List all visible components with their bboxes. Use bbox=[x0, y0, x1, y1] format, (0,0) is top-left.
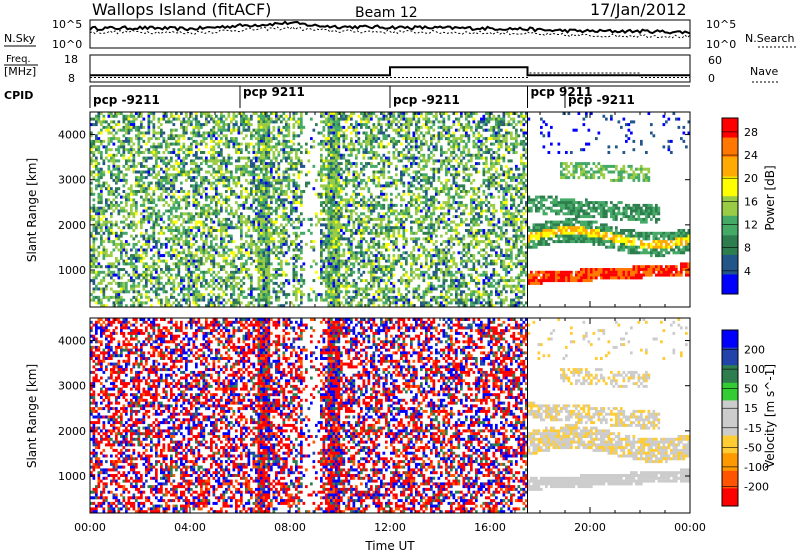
cpid-label: CPID bbox=[4, 89, 33, 102]
noise-right-tick-bottom: 10^0 bbox=[706, 38, 736, 51]
date-title: 17/Jan/2012 bbox=[590, 0, 687, 19]
xtick-label-6: 00:00 bbox=[674, 521, 706, 534]
colorbar-swatch-3-5 bbox=[722, 418, 738, 437]
nave-line bbox=[90, 72, 690, 78]
power-panel: 1000 2000 3000 4000 Slant Range [km] 4 8 12 16… bbox=[25, 111, 777, 308]
frequency-panel: 18 8 60 0 Freq. [MHz] Nave bbox=[4, 53, 778, 85]
freq-label: Freq. bbox=[6, 54, 31, 65]
colorbar-swatch-2-7 bbox=[722, 254, 738, 275]
power-ylabel: Slant Range [km] bbox=[25, 158, 39, 262]
xtick-label-1: 04:00 bbox=[174, 521, 206, 534]
velocity-ylabel: Slant Range [km] bbox=[25, 364, 39, 468]
colorbar-tick-2-2: 12 bbox=[744, 219, 758, 232]
colorbar-tick-2-0: 4 bbox=[744, 265, 751, 278]
power-colorbar-label: Power [dB] bbox=[763, 165, 777, 230]
ytick-label-3-2: 3000 bbox=[58, 380, 86, 393]
noise-right-tick-top: 10^5 bbox=[706, 18, 736, 31]
ytick-label-3-1: 2000 bbox=[58, 425, 86, 438]
velocity-colorbar-label: Velocity [m s^-1] bbox=[763, 364, 777, 468]
ytick-label-3-0: 1000 bbox=[58, 470, 86, 483]
cpid-segment-0: pcp -9211 bbox=[93, 93, 160, 107]
noise-left-tick-top: 10^5 bbox=[52, 18, 82, 31]
ytick-label-2-3: 4000 bbox=[58, 129, 86, 142]
time-axis-label: Time UT bbox=[364, 539, 415, 553]
colorbar-swatch-3-7 bbox=[722, 453, 738, 472]
colorbar-tick-3-1: 100 bbox=[744, 363, 765, 376]
colorbar-swatch-2-2 bbox=[722, 157, 738, 178]
colorbar-swatch-2-1 bbox=[722, 137, 738, 158]
cpid-segment-1: pcp 9211 bbox=[243, 85, 305, 99]
colorbar-swatch-3-2 bbox=[722, 365, 738, 384]
freq-right-tick-bottom: 0 bbox=[708, 72, 715, 85]
colorbar-swatch-2-8 bbox=[722, 274, 738, 295]
colorbar-tick-3-2: 50 bbox=[744, 383, 758, 396]
colorbar-swatch-2-4 bbox=[722, 196, 738, 217]
ytick-label-2-0: 1000 bbox=[58, 264, 86, 277]
colorbar-tick-3-3: 15 bbox=[744, 402, 758, 415]
nsearch-label: N.Search bbox=[745, 32, 795, 45]
nsky-label: N.Sky bbox=[4, 32, 36, 45]
colorbar-tick-2-3: 16 bbox=[744, 195, 758, 208]
colorbar-swatch-3-6 bbox=[722, 435, 738, 454]
colorbar-swatch-3-3 bbox=[722, 382, 738, 401]
freq-left-tick-bottom: 8 bbox=[68, 72, 75, 85]
noise-left-tick-bottom: 10^0 bbox=[52, 38, 82, 51]
colorbar-tick-3-5: -50 bbox=[744, 441, 762, 454]
cpid-segment-4: pcp -9211 bbox=[568, 93, 635, 107]
xtick-label-0: 00:00 bbox=[74, 521, 106, 534]
xtick-label-2: 08:00 bbox=[274, 521, 306, 534]
noise-panel: 10^5 10^0 10^5 10^0 N.Sky N.Search bbox=[4, 18, 796, 51]
ytick-label-2-1: 2000 bbox=[58, 219, 86, 232]
freq-left-tick-top: 18 bbox=[64, 53, 78, 66]
ytick-label-3-3: 4000 bbox=[58, 335, 86, 348]
colorbar-tick-2-5: 24 bbox=[744, 149, 758, 162]
colorbar-tick-3-7: -200 bbox=[744, 480, 769, 493]
colorbar-tick-3-4: -15 bbox=[744, 422, 762, 435]
colorbar-tick-3-0: 200 bbox=[744, 344, 765, 357]
colorbar-swatch-3-1 bbox=[722, 347, 738, 366]
beam-title: Beam 12 bbox=[355, 5, 418, 21]
colorbar-swatch-2-0 bbox=[722, 118, 738, 139]
xtick-label-4: 16:00 bbox=[474, 521, 506, 534]
colorbar-swatch-2-5 bbox=[722, 215, 738, 236]
colorbar-swatch-3-4 bbox=[722, 400, 738, 419]
nave-label: Nave bbox=[750, 65, 778, 78]
colorbar-swatch-3-9 bbox=[722, 488, 738, 507]
noise-line-nsky bbox=[89, 20, 691, 35]
colorbar-tick-2-1: 8 bbox=[744, 242, 751, 255]
station-title: Wallops Island (fitACF) bbox=[92, 0, 271, 19]
freq-unit-label: [MHz] bbox=[4, 65, 36, 78]
cpid-segment-3: pcp 9211 bbox=[531, 85, 593, 99]
xtick-label-3: 12:00 bbox=[374, 521, 406, 534]
colorbar-swatch-3-8 bbox=[722, 470, 738, 489]
ytick-label-2-2: 3000 bbox=[58, 174, 86, 187]
colorbar-swatch-3-0 bbox=[722, 330, 738, 349]
colorbar-tick-3-6: -100 bbox=[744, 461, 769, 474]
colorbar-swatch-2-3 bbox=[722, 176, 738, 197]
colorbar-swatch-2-6 bbox=[722, 235, 738, 256]
freq-line bbox=[90, 66, 690, 77]
noise-line-nsearch bbox=[89, 25, 691, 39]
colorbar-tick-2-6: 28 bbox=[744, 126, 758, 139]
xtick-label-5: 20:00 bbox=[574, 521, 606, 534]
colorbar-tick-2-4: 20 bbox=[744, 172, 758, 185]
freq-right-tick-top: 60 bbox=[708, 54, 722, 67]
cpid-segment-2: pcp -9211 bbox=[393, 93, 460, 107]
velocity-panel: 1000 2000 3000 4000 00:00 04:00 08:00 12:00 16:0… bbox=[25, 317, 777, 553]
